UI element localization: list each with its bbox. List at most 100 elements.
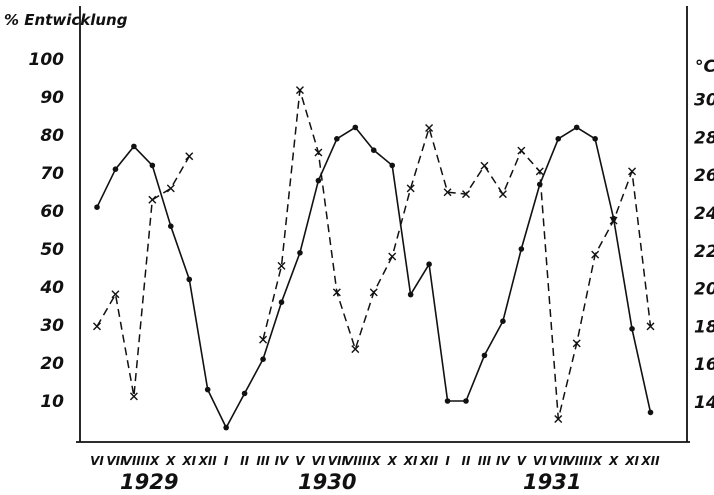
month-tick-label: IV <box>496 454 511 468</box>
right-tick-label: 28 <box>694 128 714 148</box>
temperature-line <box>96 155 190 397</box>
development-point <box>352 124 359 131</box>
development-point <box>223 424 229 431</box>
temperature-point <box>646 322 655 331</box>
temperature-point <box>148 195 157 204</box>
temperature-point <box>332 288 341 297</box>
development-point <box>315 177 322 184</box>
month-tick-label: XI <box>624 454 639 468</box>
month-tick-label: IX <box>588 454 602 468</box>
month-tick-label: VI <box>533 454 547 468</box>
month-tick-label: X <box>608 454 619 468</box>
month-tick-label: I <box>224 454 229 468</box>
temperature-point <box>111 290 120 299</box>
left-tick-label: 30 <box>40 316 64 336</box>
development-point <box>94 204 100 210</box>
development-point <box>278 299 285 306</box>
month-tick-label: IX <box>145 454 159 468</box>
development-point <box>647 409 654 416</box>
temperature-point <box>166 184 175 193</box>
month-tick-label: V <box>517 454 528 468</box>
month-tick-label: X <box>387 454 398 468</box>
development-point <box>407 291 414 298</box>
development-point <box>444 398 451 404</box>
development-point <box>260 356 266 363</box>
temperature-point <box>535 167 544 176</box>
left-tick-label: 60 <box>40 202 64 222</box>
temperature-line <box>262 89 652 420</box>
month-tick-label: XI <box>181 454 196 468</box>
temperature-point <box>517 146 526 155</box>
development-point <box>131 143 137 150</box>
month-tick-label: VII <box>106 454 125 468</box>
month-tick-label: VI <box>90 454 104 468</box>
development-point <box>573 124 580 131</box>
development-point <box>481 352 488 359</box>
temperature-point <box>554 415 563 424</box>
temperature-point <box>462 190 470 199</box>
development-point <box>426 261 432 268</box>
month-tick-label: VIII <box>344 454 367 468</box>
month-tick-label: II <box>240 454 249 468</box>
year-label-1931: 1931 <box>523 470 581 494</box>
right-tick-label: 14 <box>694 393 714 413</box>
month-tick-label: II <box>462 454 471 468</box>
left-tick-label: 20 <box>40 354 64 374</box>
right-tick-label: 30 <box>694 91 714 111</box>
left-tick-label: 80 <box>40 126 64 146</box>
month-tick-label: I <box>445 454 450 468</box>
month-tick-label: IV <box>275 454 290 468</box>
right-ticks: 14 16 18 20 22 24 26 28 30 <box>694 91 714 413</box>
right-tick-label: 24 <box>694 204 714 224</box>
development-point <box>389 162 396 169</box>
development-point <box>334 136 340 142</box>
year-label-1930: 1930 <box>298 470 356 494</box>
right-tick-label: 22 <box>694 242 714 262</box>
development-point <box>149 162 156 169</box>
temperature-point <box>609 216 618 225</box>
development-point <box>297 250 303 256</box>
year-label-1929: 1929 <box>120 470 178 494</box>
month-tick-label: VII <box>549 454 568 468</box>
month-tick-label: XII <box>198 454 218 468</box>
month-tick-label: VIII <box>123 454 146 468</box>
left-tick-label: 90 <box>40 88 64 108</box>
right-tick-label: 26 <box>694 166 714 186</box>
left-tick-label: 10 <box>40 392 64 412</box>
axes <box>76 6 690 443</box>
development-point <box>518 246 525 252</box>
right-axis-unit: °C <box>695 57 714 77</box>
development-point <box>463 398 469 404</box>
month-tick-label: XII <box>419 454 439 468</box>
month-tick-label: III <box>256 454 270 468</box>
development-point <box>168 223 174 229</box>
temperature-point <box>480 161 489 170</box>
development-point <box>241 390 248 397</box>
month-tick-label: XII <box>640 454 660 468</box>
right-tick-label: 18 <box>694 317 714 337</box>
left-ticks: 10 20 30 40 50 60 70 80 90 100 <box>29 50 65 412</box>
month-tick-label: V <box>295 454 306 468</box>
month-tick-label: X <box>165 454 176 468</box>
month-tick-label: XI <box>403 454 418 468</box>
left-tick-label: 100 <box>29 50 65 70</box>
month-tick-label: III <box>478 454 492 468</box>
right-tick-label: 16 <box>694 355 714 375</box>
temperature-point <box>425 123 434 132</box>
left-axis-title: % Entwicklung <box>4 11 128 29</box>
month-tick-label: VII <box>328 454 347 468</box>
development-point <box>204 386 211 393</box>
month-tick-label: VI <box>312 454 326 468</box>
temperature-point <box>369 288 378 297</box>
temperature-point <box>406 184 415 193</box>
month-tick-label: VIII <box>565 454 588 468</box>
temperature-point <box>443 188 452 197</box>
temperature-point <box>351 345 360 354</box>
right-tick-label: 20 <box>694 280 714 300</box>
development-point <box>592 136 598 142</box>
development-point <box>555 136 562 142</box>
temperature-series <box>93 86 655 424</box>
